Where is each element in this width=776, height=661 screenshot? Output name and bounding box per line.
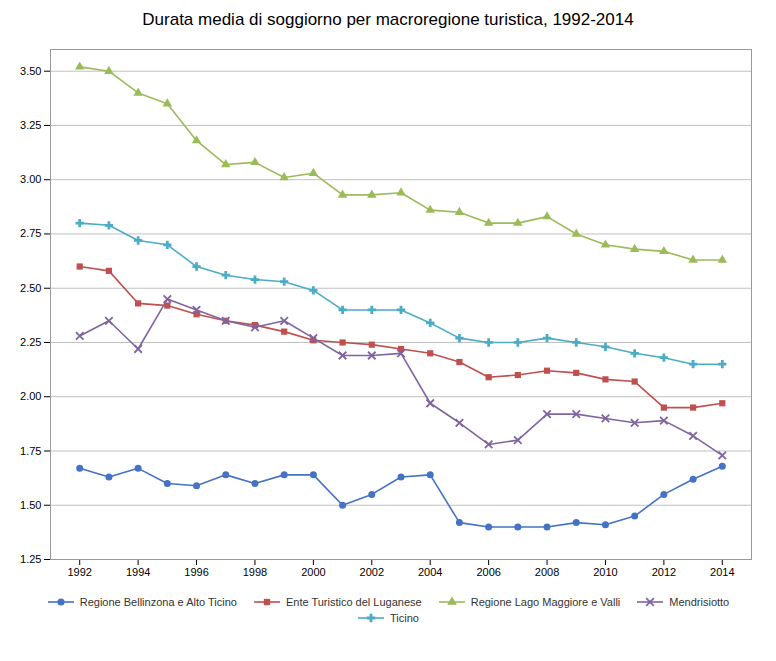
svg-text:1.50: 1.50 bbox=[20, 499, 41, 511]
svg-text:3.00: 3.00 bbox=[20, 173, 41, 185]
svg-text:1.75: 1.75 bbox=[20, 445, 41, 457]
svg-text:1996: 1996 bbox=[184, 566, 208, 578]
svg-text:1.25: 1.25 bbox=[20, 553, 41, 565]
svg-text:2006: 2006 bbox=[476, 566, 500, 578]
svg-text:2000: 2000 bbox=[301, 566, 325, 578]
svg-text:2002: 2002 bbox=[360, 566, 384, 578]
html-text:Ente Turistico del Luganese: Ente Turistico del Luganese bbox=[285, 596, 422, 608]
svg-text:2014: 2014 bbox=[710, 566, 734, 578]
html-text:Regione Lago Maggiore e Valli: Regione Lago Maggiore e Valli bbox=[470, 596, 621, 608]
svg-text:2.25: 2.25 bbox=[20, 336, 41, 348]
svg-text:2.50: 2.50 bbox=[20, 282, 41, 294]
html-text:Mendrisiotto: Mendrisiotto bbox=[669, 596, 730, 608]
svg-text:2012: 2012 bbox=[652, 566, 676, 578]
svg-text:2004: 2004 bbox=[418, 566, 442, 578]
svg-text:3.25: 3.25 bbox=[20, 119, 41, 131]
svg-text:2.75: 2.75 bbox=[20, 227, 41, 239]
html-text:Ticino: Ticino bbox=[390, 612, 419, 624]
svg-text:3.50: 3.50 bbox=[20, 65, 41, 77]
svg-text:2.00: 2.00 bbox=[20, 390, 41, 402]
svg-text:2010: 2010 bbox=[593, 566, 617, 578]
svg-text:1992: 1992 bbox=[67, 566, 91, 578]
svg-text:1998: 1998 bbox=[243, 566, 267, 578]
html-text:Durata media di soggiorno per: Durata media di soggiorno per macroregio… bbox=[142, 10, 634, 29]
svg-text:1994: 1994 bbox=[126, 566, 150, 578]
html-text:Regione Bellinzona e Alto Tici: Regione Bellinzona e Alto Ticino bbox=[79, 596, 237, 608]
svg-text:2008: 2008 bbox=[535, 566, 559, 578]
